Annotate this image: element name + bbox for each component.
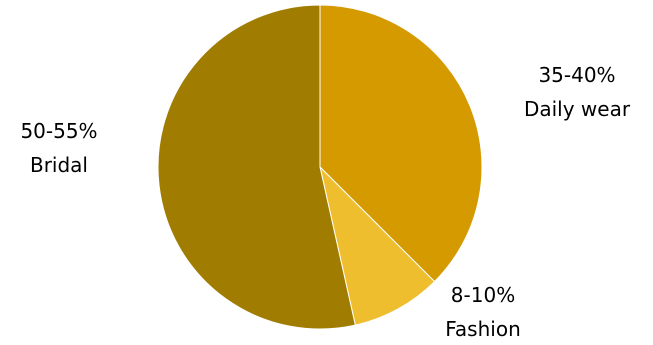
label-bridal-range: 50-55% (20, 119, 97, 143)
pie-slice-daily-wear (319, 4, 483, 283)
label-daily-wear-name: Daily wear (524, 97, 631, 121)
label-daily-wear-range: 35-40% (538, 63, 615, 87)
label-bridal-name: Bridal (30, 153, 88, 177)
label-fashion-range: 8-10% (451, 283, 515, 307)
pie-slice-fashion (319, 165, 436, 326)
pie-slices (157, 4, 483, 330)
label-fashion-name: Fashion (445, 317, 521, 341)
slice-labels: 35-40% Daily wear 8-10% Fashion 50-55% B… (20, 63, 630, 341)
pie-slice-bridal (157, 4, 356, 330)
